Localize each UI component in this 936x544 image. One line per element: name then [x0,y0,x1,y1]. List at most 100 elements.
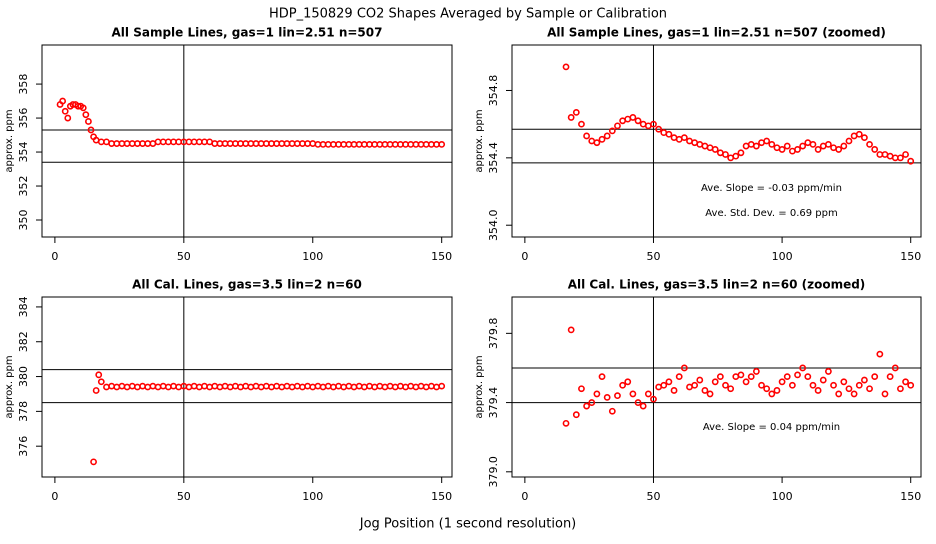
point [87,126,95,134]
point [881,390,889,398]
point [603,393,611,401]
point [711,378,719,386]
y-tick-label: 384 [17,296,30,317]
point [835,390,843,398]
point [722,381,729,389]
point [95,371,103,379]
point [861,134,868,142]
panel-title: All Sample Lines, gas=1 lin=2.51 n=507 (… [547,26,886,40]
point [614,392,621,400]
point [562,419,570,427]
y-tick-label: 352 [17,176,30,197]
x-tick-label: 100 [772,250,793,263]
point [583,402,590,410]
point [593,390,601,398]
point [845,385,853,393]
y-axis-label: approx. ppm [4,355,15,418]
point [650,395,657,403]
annotation: Ave. Slope = 0.04 ppm/min [703,422,840,433]
point [783,373,791,381]
point [567,114,575,121]
point [845,137,853,145]
x-tick-label: 50 [646,490,660,503]
point [737,149,745,157]
y-tick-label: 354 [17,142,30,163]
y-tick-label: 350 [17,210,30,231]
point [665,378,673,386]
y-tick-label: 378 [17,401,30,422]
point [897,385,904,393]
point [783,142,791,150]
point [706,390,714,398]
y-tick-label: 354.4 [487,142,500,174]
point [763,137,771,145]
point [752,142,760,150]
point [598,373,606,381]
x-tick-label: 150 [431,250,452,263]
point [655,125,663,133]
point [691,381,699,389]
point [438,382,446,390]
panel-title: All Cal. Lines, gas=3.5 lin=2 n=60 [132,278,362,292]
point [788,381,796,389]
point [61,107,69,115]
point [809,140,817,148]
y-tick-label: 379.8 [487,318,500,350]
point [634,399,642,406]
point [902,151,909,158]
plot-box [511,44,922,238]
x-tick-label: 150 [900,490,921,503]
point [650,120,657,128]
y-axis-label: approx. ppm [474,355,485,418]
point [583,132,590,140]
x-tick-label: 150 [900,250,921,263]
point [639,402,647,410]
point [871,146,879,153]
point [578,385,585,393]
point [840,142,848,150]
point [675,373,683,381]
point [670,387,678,394]
x-tick-label: 100 [302,490,323,503]
point [768,390,776,398]
x-tick-label: 50 [177,250,191,263]
point [747,373,755,381]
x-tick-label: 50 [177,490,191,503]
point [680,134,688,142]
x-tick-label: 0 [521,250,528,263]
point [711,146,719,153]
point [64,114,72,122]
y-axis-label: approx. ppm [4,109,15,172]
point [866,140,873,148]
x-tick-label: 0 [521,490,528,503]
annotation: Ave. Slope = -0.03 ppm/min [701,183,842,194]
point [819,376,827,384]
point [732,152,740,160]
x-tick-label: 150 [431,490,452,503]
point [614,122,621,130]
x-tick-label: 0 [51,250,58,263]
point [768,140,776,148]
point [644,390,652,398]
point [598,135,606,143]
y-tick-label: 354.8 [487,75,500,107]
point [438,140,446,148]
point [773,387,781,394]
x-tick-label: 100 [302,250,323,263]
point [758,381,765,389]
point [97,378,105,386]
point [824,140,832,148]
point [814,387,822,394]
point [660,381,668,389]
point [90,458,97,466]
y-tick-label: 356 [17,108,30,129]
point [608,407,616,415]
plot-box [41,296,453,478]
point [578,120,585,128]
x-tick-label: 50 [646,250,660,263]
point [835,146,843,153]
point [737,371,745,379]
point [742,378,750,386]
plot-box [511,296,922,478]
